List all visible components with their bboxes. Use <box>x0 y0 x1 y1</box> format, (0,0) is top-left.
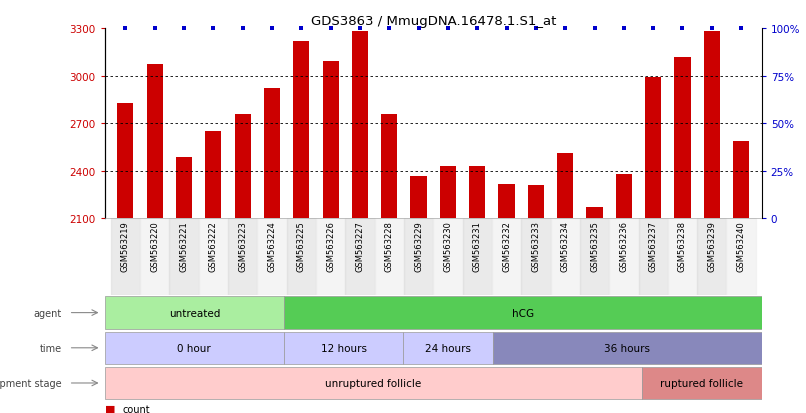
Bar <box>316 219 345 295</box>
Text: development stage: development stage <box>0 378 62 388</box>
Bar <box>675 57 691 219</box>
Text: GSM563228: GSM563228 <box>384 221 394 271</box>
FancyBboxPatch shape <box>284 297 762 329</box>
Text: GSM563224: GSM563224 <box>268 221 276 271</box>
Bar <box>521 219 550 295</box>
Bar <box>609 219 638 295</box>
Text: time: time <box>40 343 62 353</box>
Bar <box>345 219 375 295</box>
Text: count: count <box>123 404 150 413</box>
Bar <box>169 219 198 295</box>
Text: GSM563222: GSM563222 <box>209 221 218 271</box>
Bar <box>638 219 668 295</box>
Bar <box>498 184 514 219</box>
Bar <box>117 103 133 219</box>
Text: hCG: hCG <box>512 308 534 318</box>
Bar <box>264 89 280 219</box>
Text: GSM563230: GSM563230 <box>443 221 452 271</box>
Bar <box>410 177 426 219</box>
Bar <box>645 78 661 219</box>
Bar <box>110 219 140 295</box>
Text: GSM563229: GSM563229 <box>414 221 423 271</box>
Bar <box>697 219 726 295</box>
FancyBboxPatch shape <box>403 332 493 364</box>
Bar <box>352 32 368 219</box>
FancyBboxPatch shape <box>642 367 762 399</box>
Bar <box>463 219 492 295</box>
Bar <box>235 114 251 219</box>
Bar <box>616 175 632 219</box>
Bar <box>293 42 310 219</box>
Bar <box>198 219 228 295</box>
Text: GSM563238: GSM563238 <box>678 221 687 271</box>
Title: GDS3863 / MmugDNA.16478.1.S1_at: GDS3863 / MmugDNA.16478.1.S1_at <box>310 15 556 28</box>
Bar <box>704 32 720 219</box>
Bar <box>404 219 434 295</box>
Bar <box>434 219 463 295</box>
Bar <box>375 219 404 295</box>
Text: GSM563227: GSM563227 <box>355 221 364 271</box>
FancyBboxPatch shape <box>284 332 403 364</box>
Text: GSM563236: GSM563236 <box>619 221 629 271</box>
Bar <box>206 132 222 219</box>
Bar <box>557 154 573 219</box>
Text: ruptured follicle: ruptured follicle <box>660 378 743 388</box>
Text: GSM563219: GSM563219 <box>121 221 130 271</box>
Text: GSM563220: GSM563220 <box>150 221 159 271</box>
Bar <box>580 219 609 295</box>
Bar <box>492 219 521 295</box>
Bar <box>733 141 750 219</box>
Bar <box>322 62 339 219</box>
Bar <box>140 219 169 295</box>
Text: 24 hours: 24 hours <box>425 343 472 353</box>
Bar <box>147 65 163 219</box>
Text: GSM563225: GSM563225 <box>297 221 305 271</box>
FancyBboxPatch shape <box>105 297 284 329</box>
Bar <box>469 166 485 219</box>
Text: GSM563239: GSM563239 <box>708 221 717 271</box>
Text: agent: agent <box>34 308 62 318</box>
Bar <box>287 219 316 295</box>
Text: GSM563235: GSM563235 <box>590 221 599 271</box>
Text: GSM563223: GSM563223 <box>238 221 247 271</box>
Text: GSM563221: GSM563221 <box>180 221 189 271</box>
Text: GSM563237: GSM563237 <box>649 221 658 271</box>
Bar <box>176 157 192 219</box>
FancyBboxPatch shape <box>105 367 642 399</box>
Text: 36 hours: 36 hours <box>604 343 650 353</box>
Text: 0 hour: 0 hour <box>177 343 211 353</box>
FancyBboxPatch shape <box>493 332 762 364</box>
Text: unruptured follicle: unruptured follicle <box>326 378 422 388</box>
Bar <box>528 186 544 219</box>
Text: GSM563233: GSM563233 <box>531 221 540 271</box>
Text: 12 hours: 12 hours <box>321 343 367 353</box>
Bar <box>726 219 756 295</box>
Bar <box>381 114 397 219</box>
Bar <box>257 219 287 295</box>
Text: GSM563232: GSM563232 <box>502 221 511 271</box>
FancyBboxPatch shape <box>105 332 284 364</box>
Bar <box>440 166 456 219</box>
Bar <box>587 207 603 219</box>
Text: untreated: untreated <box>168 308 220 318</box>
Text: GSM563226: GSM563226 <box>326 221 335 271</box>
Bar <box>228 219 257 295</box>
Text: GSM563231: GSM563231 <box>472 221 482 271</box>
Text: GSM563240: GSM563240 <box>737 221 746 271</box>
Text: ■: ■ <box>105 404 115 413</box>
Text: GSM563234: GSM563234 <box>561 221 570 271</box>
Bar <box>550 219 580 295</box>
Bar <box>668 219 697 295</box>
